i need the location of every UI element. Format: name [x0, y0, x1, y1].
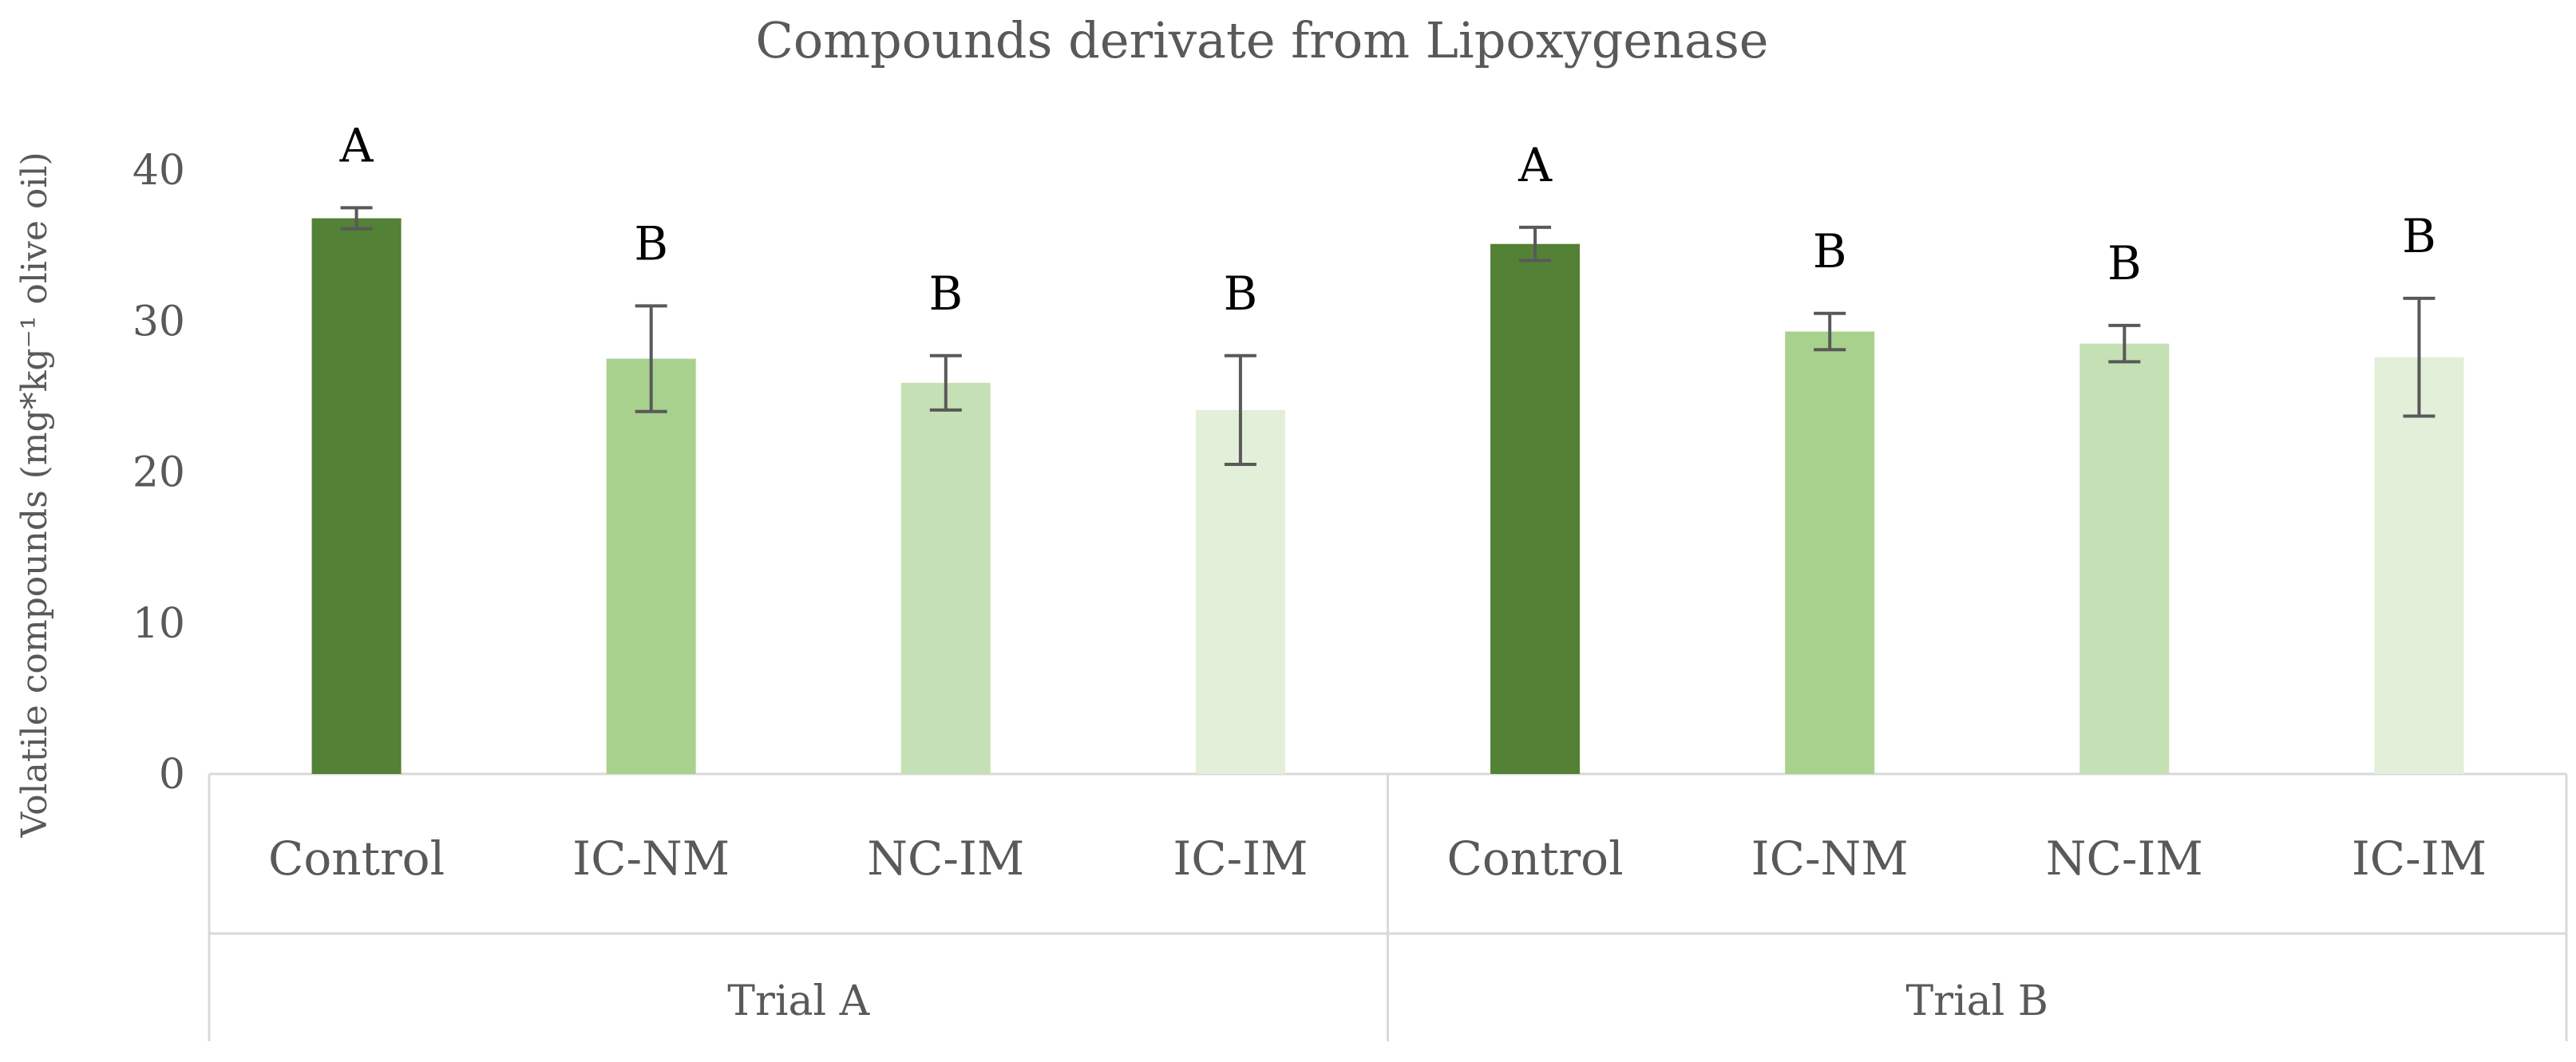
significance-label: A	[1518, 138, 1553, 192]
significance-label: B	[2107, 236, 2142, 290]
significance-label: B	[2402, 209, 2436, 263]
label-layer: 0 10 20 30 40 A Control B IC-NM B NC-IM B IC-IM Trial…	[133, 118, 2487, 1025]
significance-label: B	[1224, 266, 1258, 321]
bar	[1490, 243, 1581, 774]
category-label: IC-IM	[1173, 831, 1308, 886]
category-label: Control	[1446, 831, 1623, 886]
y-tick-label: 0	[159, 751, 185, 799]
group-label: Trial B	[1905, 977, 2048, 1025]
category-label: NC-IM	[2046, 831, 2203, 886]
significance-label: B	[634, 216, 668, 270]
y-axis-label: Volatile compounds (mg*kg⁻¹ olive oil)	[14, 152, 55, 838]
significance-label: B	[1813, 224, 1847, 278]
y-tick-label: 40	[133, 147, 185, 195]
y-tick-label: 20	[133, 449, 185, 497]
bar	[2079, 343, 2170, 774]
y-tick-label: 30	[133, 298, 185, 345]
bar	[606, 358, 696, 774]
bar	[1785, 331, 1875, 774]
significance-label: A	[339, 118, 374, 172]
bar	[311, 218, 402, 774]
y-tick-label: 10	[133, 600, 185, 648]
group-label: Trial A	[727, 977, 870, 1025]
bar	[2374, 357, 2464, 774]
category-label: IC-NM	[1751, 831, 1909, 886]
bar	[1195, 409, 1285, 774]
chart-title: Compounds derivate from Lipoxygenase	[755, 11, 1768, 69]
significance-label: B	[929, 266, 964, 321]
bar	[900, 382, 991, 774]
bar-layer	[311, 206, 2464, 774]
category-label: Control	[268, 831, 445, 886]
category-label: NC-IM	[867, 831, 1024, 886]
axis-layer	[208, 772, 2568, 1041]
category-label: IC-IM	[2352, 831, 2487, 886]
category-label: IC-NM	[572, 831, 730, 886]
